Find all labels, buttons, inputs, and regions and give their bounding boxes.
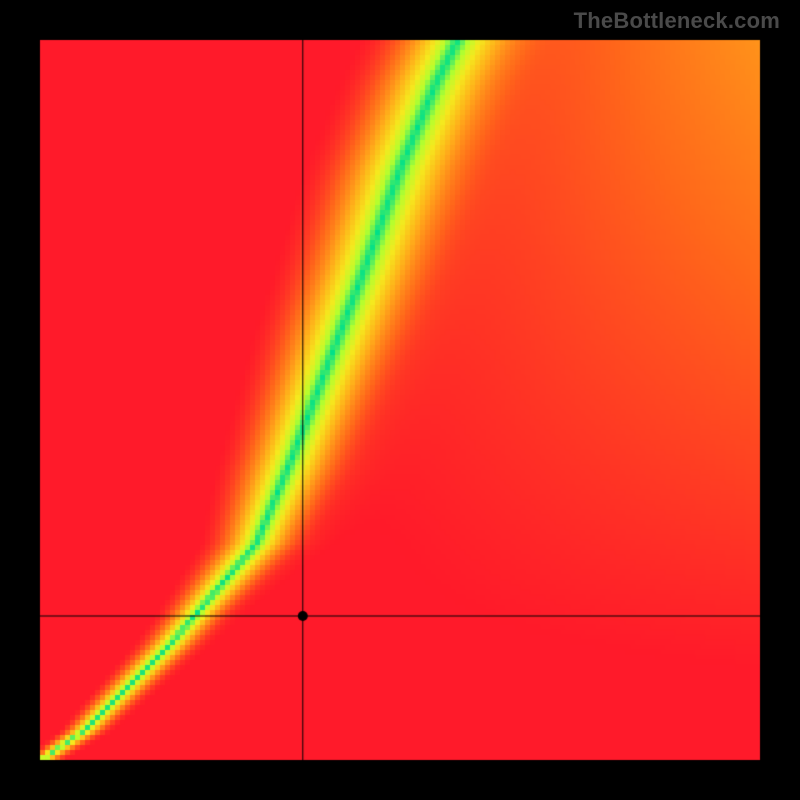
- watermark-text: TheBottleneck.com: [574, 8, 780, 34]
- chart-container: TheBottleneck.com: [0, 0, 800, 800]
- bottleneck-heatmap-canvas: [0, 0, 800, 800]
